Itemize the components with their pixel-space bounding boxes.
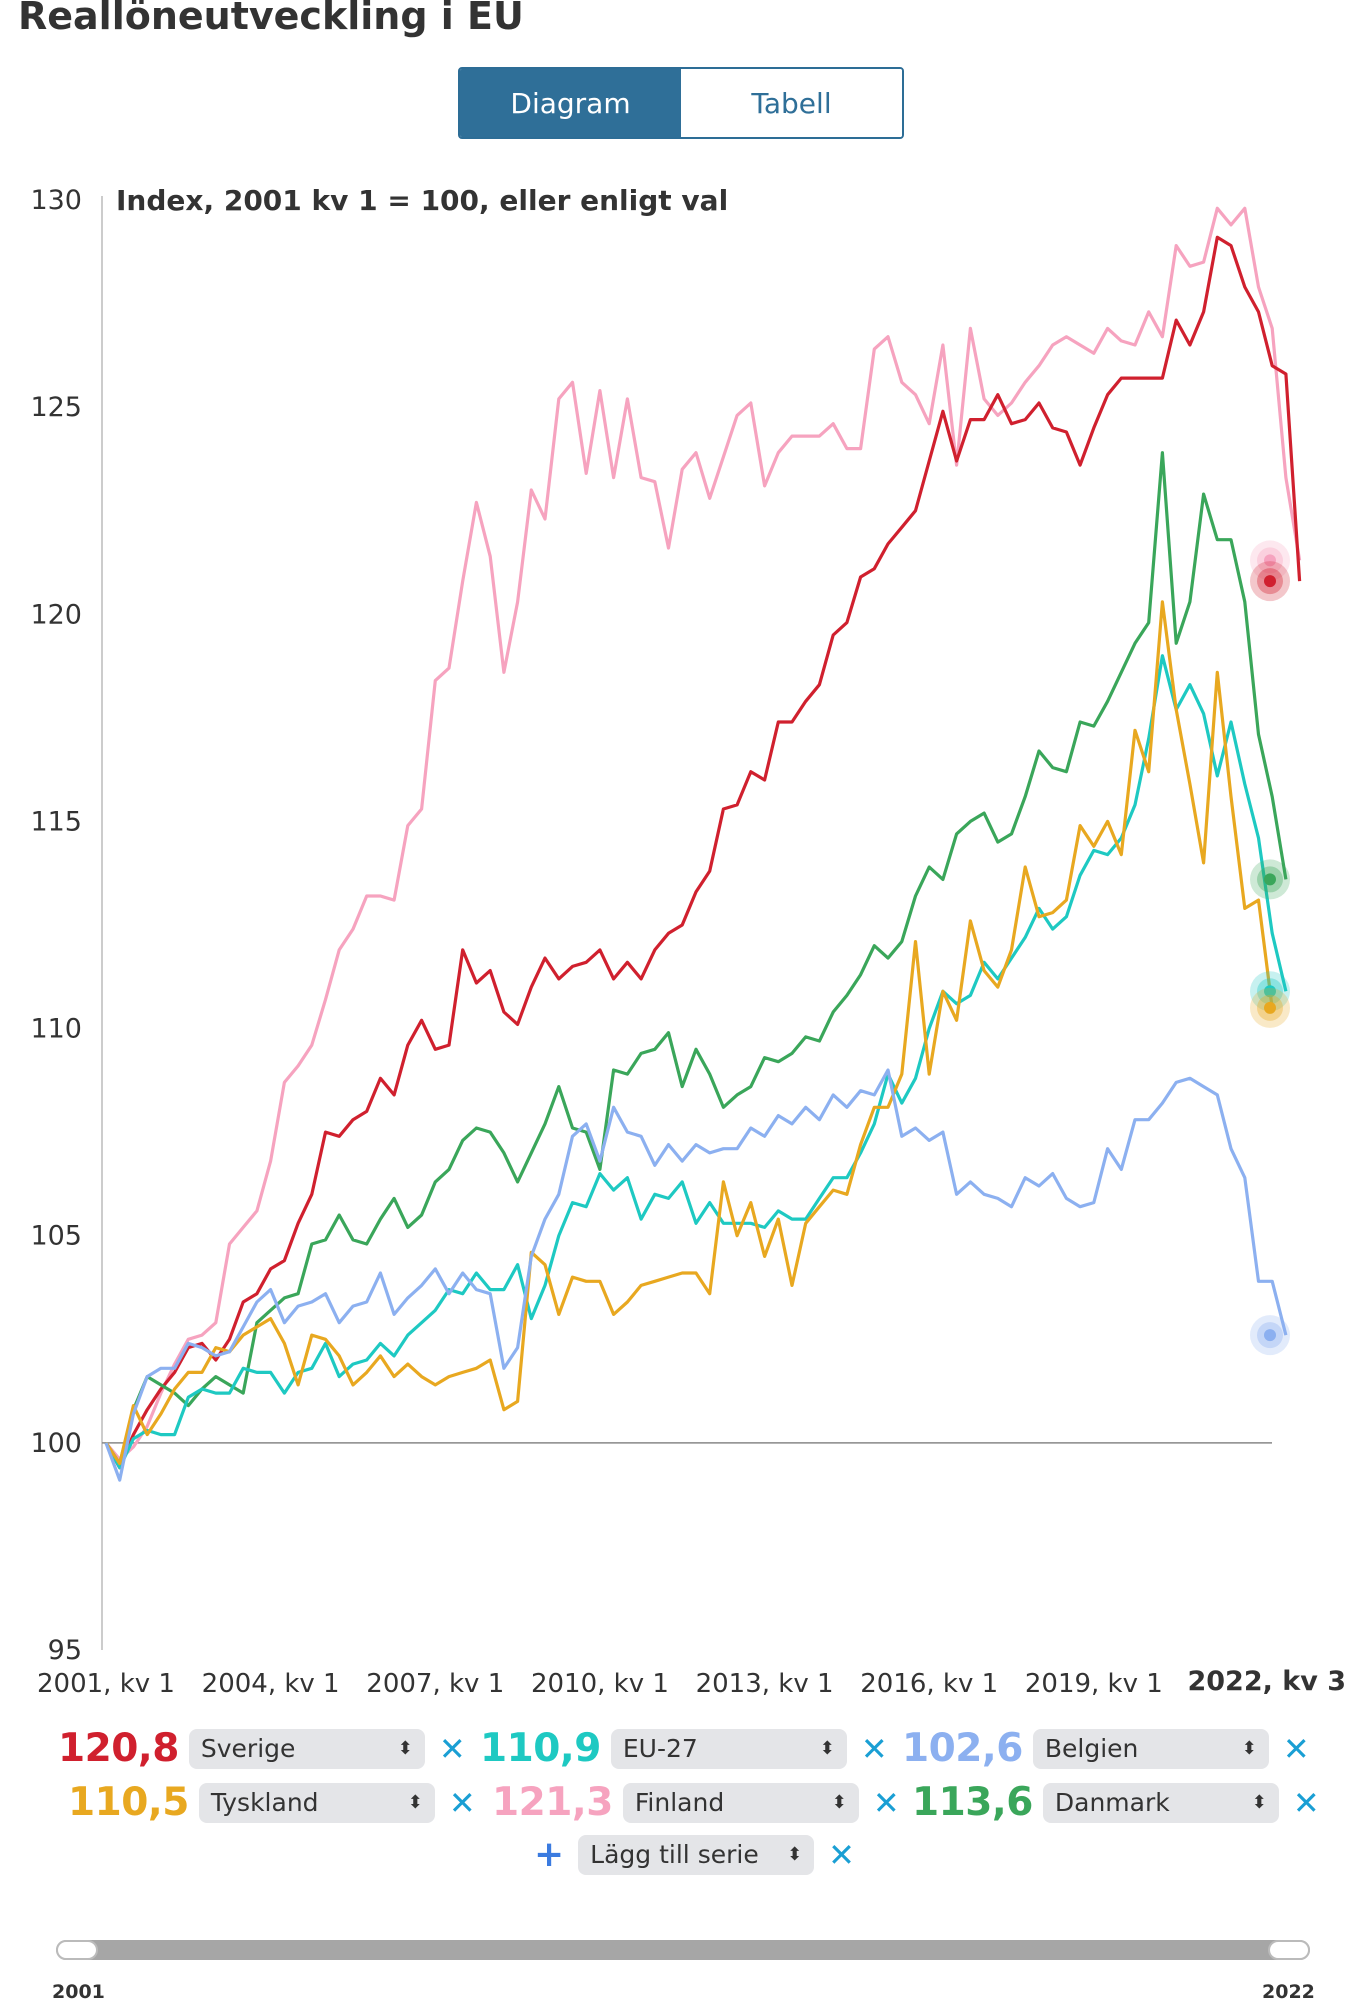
legend-value-sverige: 120,8 [58, 1726, 179, 1771]
series-select-label: EU-27 [622, 1734, 698, 1763]
x-end-label: 2022, kv 3 [1187, 1666, 1346, 1697]
x-tick-label: 2004, kv 1 [202, 1669, 340, 1699]
y-tick-label: 110 [30, 1014, 82, 1045]
legend-row-1c: 102,6 Belgien ⬍ ✕ [902, 1726, 1310, 1771]
remove-series-belgien-icon[interactable]: ✕ [1282, 1729, 1310, 1768]
series-line-belgien [104, 1068, 1288, 1482]
series-select-tyskland[interactable]: Tyskland ⬍ [198, 1782, 435, 1823]
y-tick-label: 130 [30, 185, 82, 216]
series-select-label: Tyskland [210, 1788, 319, 1817]
legend-row-2: 110,5 Tyskland ⬍ ✕ [68, 1780, 476, 1825]
legend-row-1: 120,8 Sverige ⬍ ✕ [58, 1726, 466, 1771]
plus-icon[interactable]: + [534, 1834, 565, 1875]
slider-handle-start[interactable] [56, 1940, 98, 1960]
legend-value-danmark: 113,6 [912, 1780, 1033, 1825]
updown-chevron-icon: ⬍ [831, 1791, 847, 1813]
x-tick-label: 2001, kv 1 [37, 1669, 175, 1699]
end-marker-tyskland[interactable] [1264, 1001, 1276, 1014]
x-tick-label: 2007, kv 1 [366, 1669, 504, 1699]
slider-label-start: 2001 [52, 1981, 105, 2003]
y-tick-label: 120 [30, 599, 82, 630]
legend-value-tyskland: 110,5 [68, 1780, 189, 1825]
updown-chevron-icon: ⬍ [1241, 1737, 1257, 1759]
view-toggle: Diagram Tabell [458, 67, 904, 139]
tab-diagram[interactable]: Diagram [460, 69, 681, 137]
end-marker-eu-27[interactable] [1264, 985, 1276, 998]
time-range-slider[interactable] [56, 1940, 1310, 1960]
chart-title: Reallöneutveckling i EU [18, 0, 524, 38]
remove-series-finland-icon[interactable]: ✕ [872, 1783, 900, 1822]
series-select-sverige[interactable]: Sverige ⬍ [188, 1728, 425, 1769]
y-axis-label: Index, 2001 kv 1 = 100, eller enligt val [116, 184, 728, 217]
remove-series-sverige-icon[interactable]: ✕ [438, 1729, 466, 1768]
add-series-select[interactable]: Lägg till serie ⬍ [578, 1834, 815, 1875]
x-tick-label: 2010, kv 1 [531, 1669, 669, 1699]
series-select-belgien[interactable]: Belgien ⬍ [1032, 1728, 1269, 1769]
legend-row-2c: 113,6 Danmark ⬍ ✕ [912, 1780, 1320, 1825]
remove-series-danmark-icon[interactable]: ✕ [1292, 1783, 1320, 1822]
slider-label-end: 2022 [1262, 1981, 1315, 2003]
y-tick-label: 125 [30, 392, 82, 423]
legend-value-belgien: 102,6 [902, 1726, 1023, 1771]
series-select-label: Belgien [1044, 1734, 1139, 1763]
slider-handle-end[interactable] [1268, 1940, 1310, 1960]
updown-chevron-icon: ⬍ [407, 1791, 423, 1813]
remove-series-eu27-icon[interactable]: ✕ [860, 1729, 888, 1768]
series-select-danmark[interactable]: Danmark ⬍ [1042, 1782, 1279, 1823]
legend-value-eu27: 110,9 [480, 1726, 601, 1771]
updown-chevron-icon: ⬍ [787, 1843, 803, 1865]
series-line-tyskland [104, 600, 1274, 1466]
y-tick-label: 95 [48, 1635, 82, 1666]
y-tick-label: 105 [30, 1221, 82, 1252]
series-line-danmark [104, 451, 1288, 1466]
remove-series-tyskland-icon[interactable]: ✕ [448, 1783, 476, 1822]
end-marker-danmark[interactable] [1264, 873, 1276, 886]
series-select-label: Finland [634, 1788, 725, 1817]
x-tick-label: 2016, kv 1 [860, 1669, 998, 1699]
line-chart: 95 100 105 110 115 120 125 130 Index, 2001 kv 1 … [30, 184, 1346, 1699]
series-select-eu27[interactable]: EU-27 ⬍ [610, 1728, 847, 1769]
legend-value-finland: 121,3 [492, 1780, 613, 1825]
end-marker-finland[interactable] [1264, 554, 1276, 567]
y-tick-label: 100 [30, 1428, 82, 1459]
legend-row-2b: 121,3 Finland ⬍ ✕ [492, 1780, 900, 1825]
series-select-label: Sverige [200, 1734, 296, 1763]
y-tick-label: 115 [30, 806, 82, 837]
series-select-label: Danmark [1054, 1788, 1170, 1817]
add-series-label: Lägg till serie [590, 1840, 759, 1869]
updown-chevron-icon: ⬍ [1251, 1791, 1267, 1813]
series-select-finland[interactable]: Finland ⬍ [622, 1782, 859, 1823]
end-marker-sverige[interactable] [1264, 575, 1276, 588]
series-line-sverige [104, 235, 1302, 1470]
updown-chevron-icon: ⬍ [397, 1737, 413, 1759]
end-marker-belgien[interactable] [1264, 1329, 1276, 1342]
tab-table[interactable]: Tabell [681, 69, 902, 137]
x-tick-label: 2019, kv 1 [1025, 1669, 1163, 1699]
add-series-row: + Lägg till serie ⬍ ✕ [534, 1834, 855, 1875]
updown-chevron-icon: ⬍ [819, 1737, 835, 1759]
legend-row-1b: 110,9 EU-27 ⬍ ✕ [480, 1726, 888, 1771]
series-line-finland [104, 206, 1302, 1462]
series-line-eu-27 [104, 654, 1288, 1470]
remove-add-series-icon[interactable]: ✕ [828, 1835, 855, 1874]
x-tick-label: 2013, kv 1 [696, 1669, 834, 1699]
